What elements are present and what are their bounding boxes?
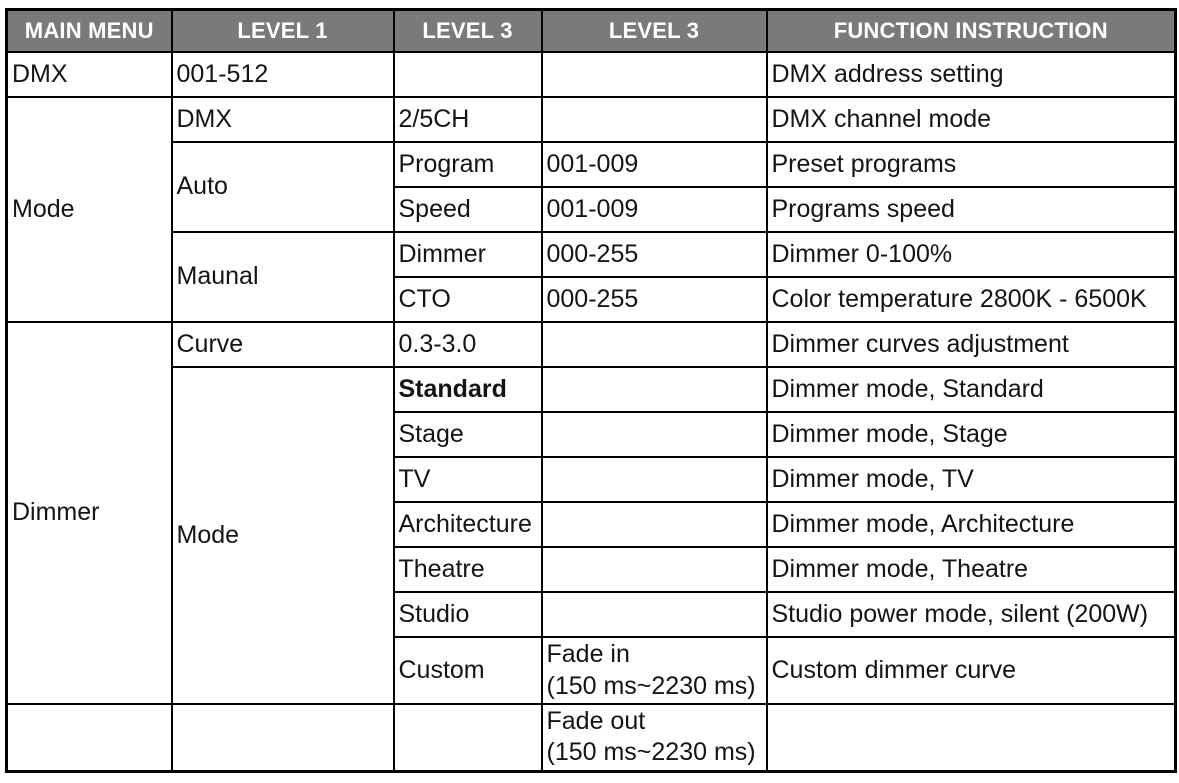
cell-dimmer-curves-adjustment: Dimmer curves adjustment (765, 321, 1177, 368)
cell-speed: Speed (392, 186, 543, 233)
cell-dimmer-mode-tv: Dimmer mode, TV (765, 456, 1177, 503)
table-row-auto-speed: Speed 001-009 Programs speed (7, 186, 1177, 233)
cell-custom-dimmer-curve: Custom dimmer curve (765, 636, 1177, 705)
cell-dmx-address-setting: DMX address setting (765, 51, 1177, 98)
col-header-main-menu: MAIN MENU (5, 8, 173, 53)
cell-studio-power-mode: Studio power mode, silent (200W) (765, 591, 1177, 638)
cell-program-range: 001-009 (540, 141, 768, 188)
cell-main-mode: Mode (5, 96, 173, 323)
cell-dimmer: Dimmer (392, 231, 543, 278)
empty-cell (540, 96, 768, 143)
cell-auto: Auto (170, 141, 395, 233)
empty-cell (540, 591, 768, 638)
cell-color-temperature: Color temperature 2800K - 6500K (765, 276, 1177, 323)
cell-preset-programs: Preset programs (765, 141, 1177, 188)
col-header-function-instruction: FUNCTION INSTRUCTION (765, 8, 1177, 53)
empty-cell (170, 703, 395, 772)
cell-dimmer-mode-stage: Dimmer mode, Stage (765, 411, 1177, 458)
table-row-manual-dimmer: Maunal Dimmer 000-255 Dimmer 0-100% (7, 231, 1177, 323)
cell-dimmer-mode-standard: Dimmer mode, Standard (765, 366, 1177, 413)
col-header-level-3a: LEVEL 3 (392, 8, 543, 53)
empty-cell (540, 366, 768, 413)
cell-main-dmx: DMX (5, 51, 173, 98)
cell-programs-speed: Programs speed (765, 186, 1177, 233)
table-row-dimmer-mode-tv: TV Dimmer mode, TV (7, 456, 1177, 503)
table-row-auto-program: Auto Program 001-009 Preset programs (7, 141, 1177, 233)
menu-function-table: MAIN MENU LEVEL 1 LEVEL 3 LEVEL 3 FUNCTI… (5, 8, 1177, 773)
table-row-dimmer-mode-standard: Mode Standard Dimmer mode, Standard (7, 366, 1177, 705)
cell-program: Program (392, 141, 543, 188)
table-row-manual-cto: CTO 000-255 Color temperature 2800K - 65… (7, 276, 1177, 323)
cell-stage: Stage (392, 411, 543, 458)
col-header-level-1: LEVEL 1 (170, 8, 395, 53)
cell-dimmer-mode-architecture: Dimmer mode, Architecture (765, 501, 1177, 548)
col-header-level-3b: LEVEL 3 (540, 8, 768, 53)
empty-cell (392, 703, 543, 772)
cell-curve-range: 0.3-3.0 (392, 321, 543, 368)
empty-cell (540, 411, 768, 458)
fade-in-label: Fade in (546, 640, 630, 669)
cell-theatre: Theatre (392, 546, 543, 593)
cell-fade-out: Fade out (150 ms~2230 ms) (540, 703, 768, 772)
table-row-dimmer-curve: Dimmer Curve 0.3-3.0 Dimmer curves adjus… (5, 321, 1177, 705)
empty-cell (392, 51, 543, 98)
cell-speed-range: 001-009 (540, 186, 768, 233)
fade-out-range: (150 ms~2230 ms) (546, 738, 756, 767)
cell-dimmer-mode: Mode (170, 366, 395, 705)
empty-cell (765, 703, 1177, 772)
cell-mode-dmx: DMX (170, 96, 395, 143)
cell-dimmer-range: 000-255 (540, 231, 768, 278)
table-row-mode-dmx: Mode DMX 2/5CH DMX channel mode (5, 96, 1177, 323)
empty-cell (540, 546, 768, 593)
cell-maunal: Maunal (170, 231, 395, 323)
empty-cell (540, 501, 768, 548)
empty-cell (540, 321, 768, 368)
fade-out-label: Fade out (546, 707, 646, 735)
cell-tv: TV (392, 456, 543, 503)
cell-standard: Standard (392, 366, 543, 413)
cell-dmx-range: 001-512 (170, 51, 395, 98)
cell-curve: Curve (170, 321, 395, 368)
table-row-fade-out: Fade out (150 ms~2230 ms) (5, 703, 1177, 772)
cell-architecture: Architecture (392, 501, 543, 548)
fade-in-range: (150 ms~2230 ms) (546, 671, 756, 700)
cell-channel-mode: 2/5CH (392, 96, 543, 143)
table-row-dimmer-mode-custom: Custom Fade in (150 ms~2230 ms) Custom d… (7, 636, 1177, 705)
cell-dimmer-percent: Dimmer 0-100% (765, 231, 1177, 278)
empty-cell (540, 51, 768, 98)
empty-cell (5, 703, 173, 772)
table-row-dimmer-mode-architecture: Architecture Dimmer mode, Architecture (7, 501, 1177, 548)
cell-fade-in: Fade in (150 ms~2230 ms) (540, 636, 768, 705)
empty-cell (540, 456, 768, 503)
cell-studio: Studio (392, 591, 543, 638)
table-row-dimmer-mode-stage: Stage Dimmer mode, Stage (7, 411, 1177, 458)
cell-custom: Custom (392, 636, 543, 705)
table-row-dmx: DMX 001-512 DMX address setting (5, 51, 1177, 98)
cell-cto: CTO (392, 276, 543, 323)
cell-dmx-channel-mode: DMX channel mode (765, 96, 1177, 143)
cell-cto-range: 000-255 (540, 276, 768, 323)
cell-dimmer-mode-theatre: Dimmer mode, Theatre (765, 546, 1177, 593)
cell-main-dimmer: Dimmer (5, 321, 173, 705)
table-row-dimmer-mode-studio: Studio Studio power mode, silent (200W) (7, 591, 1177, 638)
header-row: MAIN MENU LEVEL 1 LEVEL 3 LEVEL 3 FUNCTI… (5, 8, 1177, 53)
table-row-dimmer-mode-theatre: Theatre Dimmer mode, Theatre (7, 546, 1177, 593)
